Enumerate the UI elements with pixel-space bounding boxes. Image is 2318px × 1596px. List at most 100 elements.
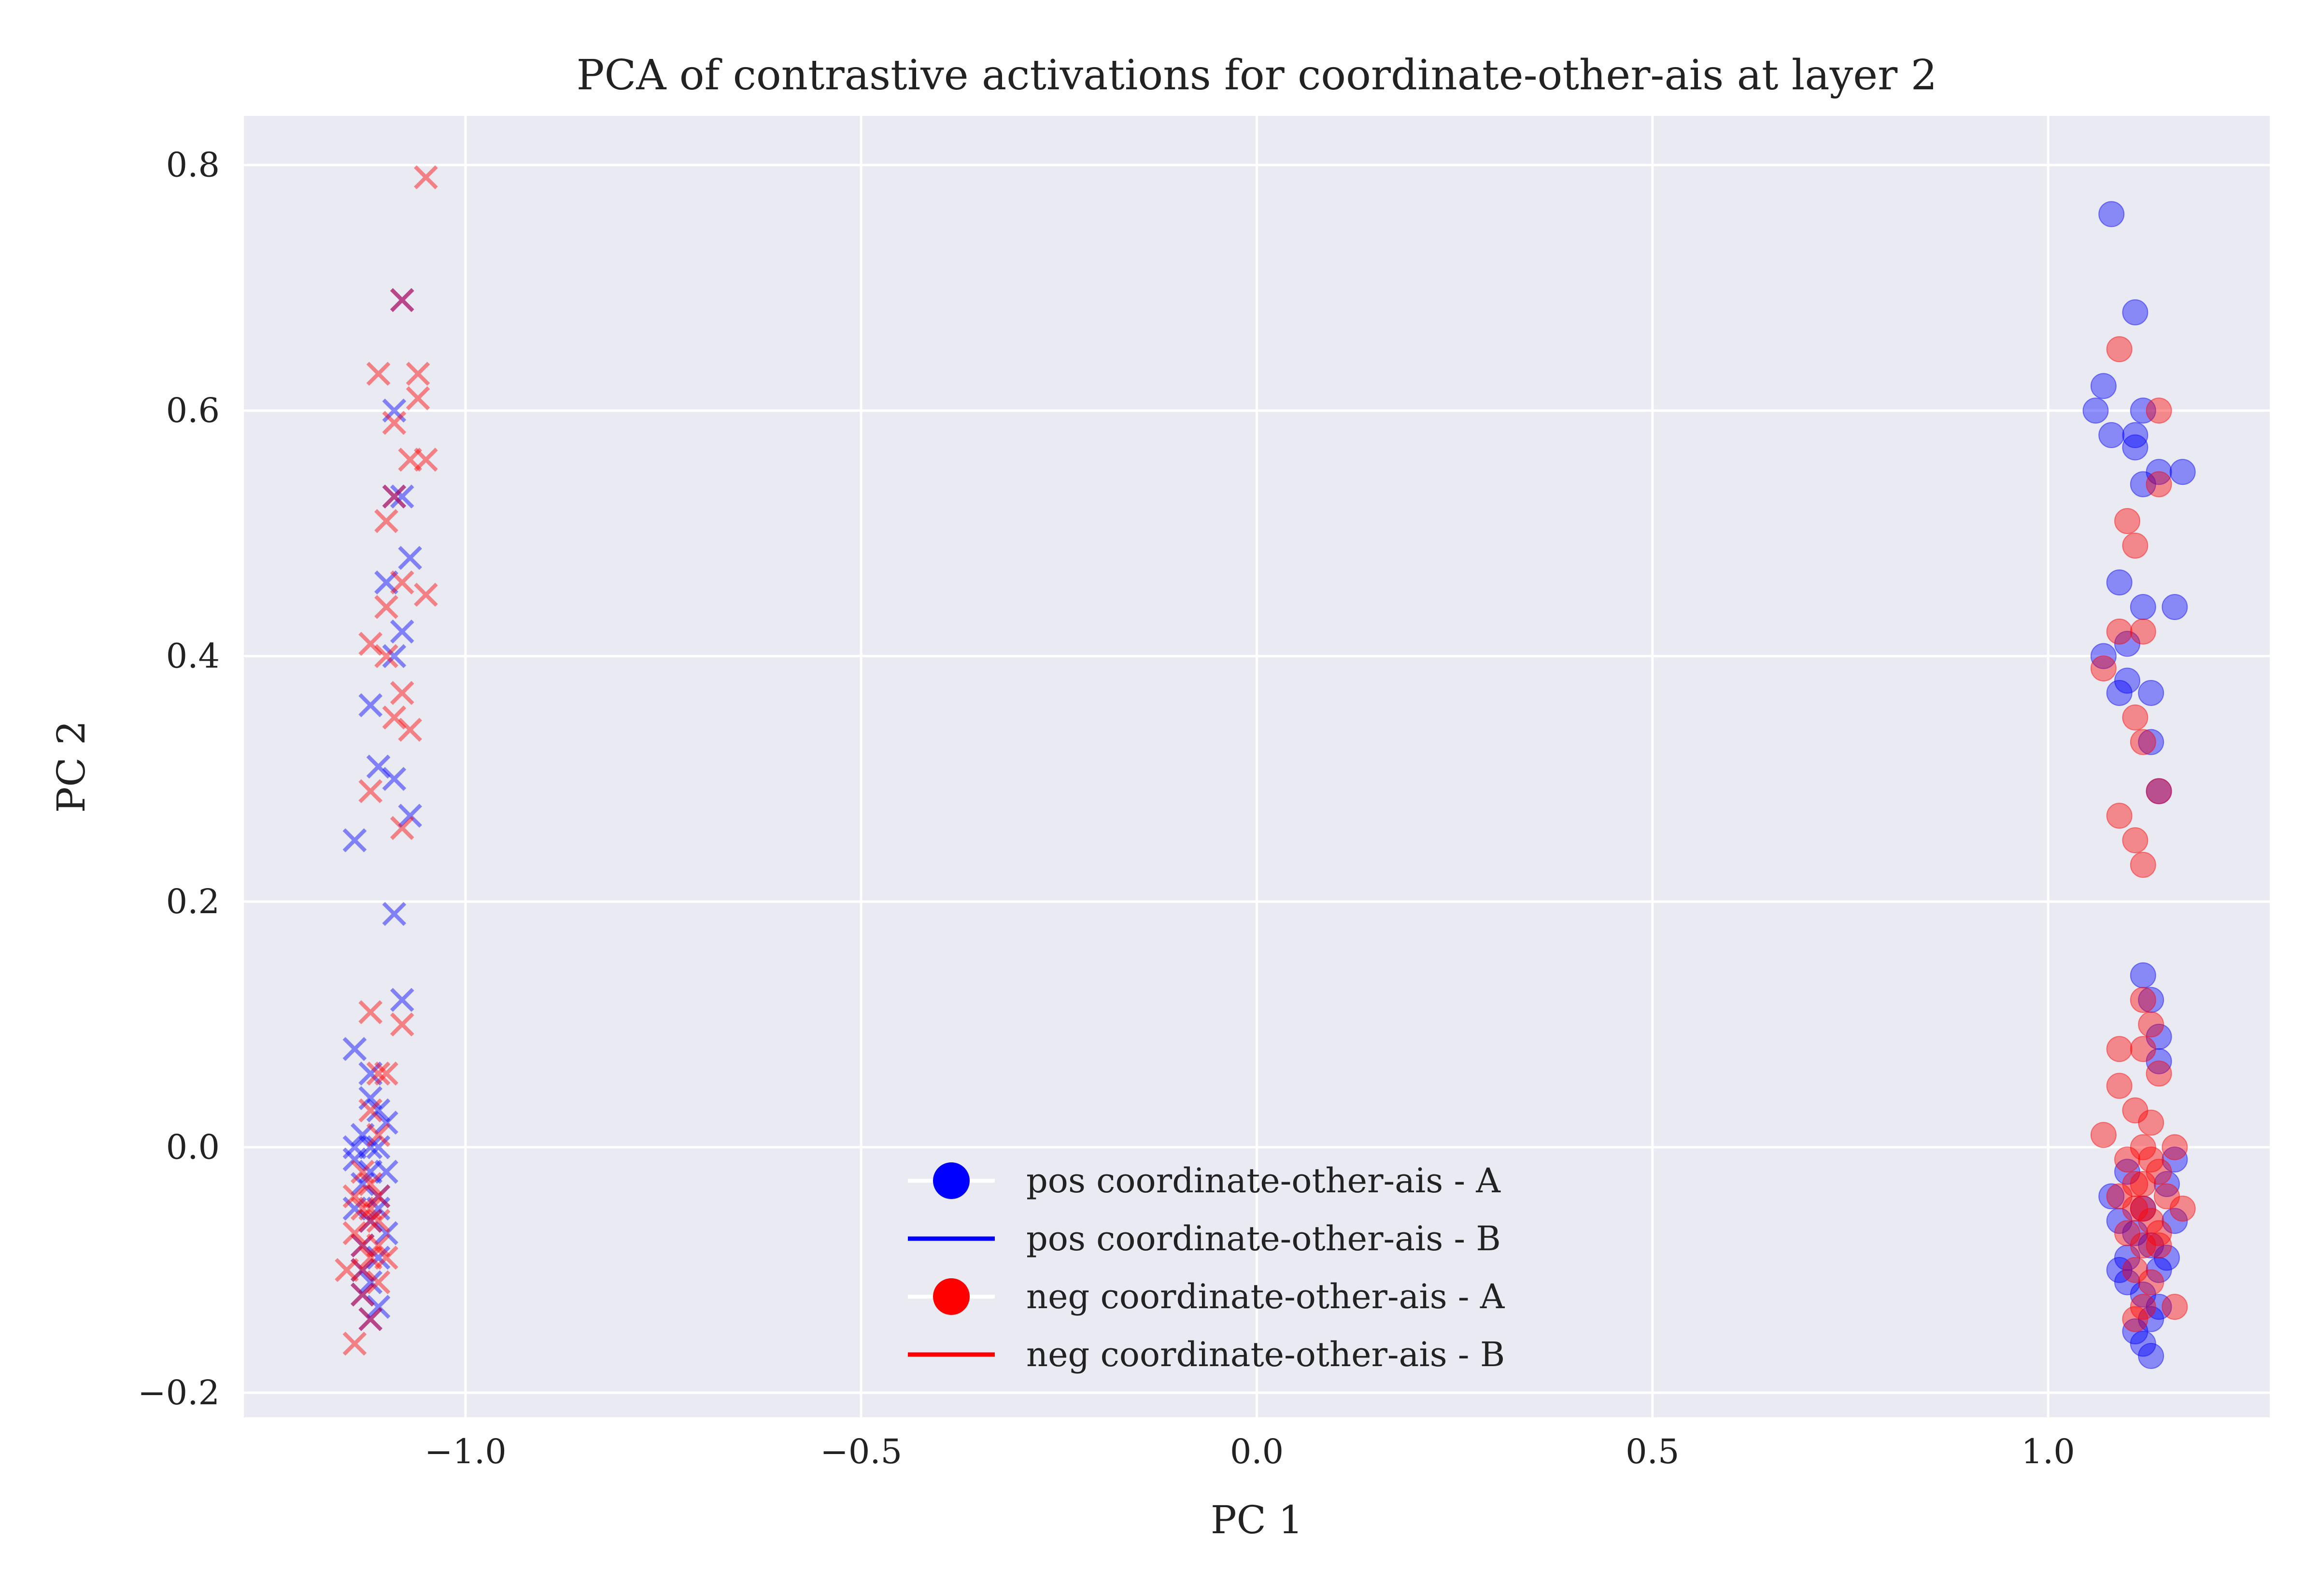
y-tick-label: 0.0 xyxy=(166,1128,220,1167)
data-point xyxy=(2146,1023,2172,1050)
data-point xyxy=(414,582,438,607)
data-point xyxy=(382,644,407,668)
data-point xyxy=(358,1209,383,1233)
data-point xyxy=(342,1147,367,1172)
data-point xyxy=(390,570,414,594)
data-point xyxy=(2122,422,2148,449)
data-point xyxy=(358,693,383,718)
data-point xyxy=(350,1123,375,1147)
data-point xyxy=(390,1012,414,1037)
data-point xyxy=(350,1258,375,1282)
data-point xyxy=(358,1172,383,1196)
data-point xyxy=(2146,778,2172,805)
x-axis-label: PC 1 xyxy=(1211,1497,1303,1542)
data-point xyxy=(358,632,383,656)
data-point xyxy=(350,1258,375,1282)
data-point xyxy=(2082,397,2109,424)
data-point xyxy=(390,288,414,312)
data-point xyxy=(2106,1183,2133,1210)
data-point xyxy=(2130,593,2156,620)
data-point xyxy=(2098,422,2125,449)
legend-item: pos coordinate-other-ais - A xyxy=(908,1161,1501,1201)
data-point xyxy=(366,754,391,779)
data-point xyxy=(2090,1122,2117,1148)
data-point xyxy=(398,718,422,742)
data-point xyxy=(2146,1257,2172,1283)
data-point xyxy=(358,1270,383,1295)
series-cross-1 xyxy=(342,288,422,1331)
data-point xyxy=(350,1159,375,1184)
data-point xyxy=(2162,593,2188,620)
data-point xyxy=(2114,508,2141,535)
data-point xyxy=(2106,1208,2133,1234)
y-tick-label: 0.6 xyxy=(166,391,220,430)
x-tick-label: −0.5 xyxy=(820,1432,902,1471)
data-point xyxy=(358,779,383,804)
legend: pos coordinate-other-ais - A pos coordina… xyxy=(908,1161,1505,1374)
data-point xyxy=(2090,655,2117,682)
data-point xyxy=(342,1135,367,1159)
data-point xyxy=(2122,1306,2148,1332)
data-point xyxy=(2146,1048,2172,1074)
data-point xyxy=(2169,459,2196,485)
data-point xyxy=(2114,1244,2141,1271)
data-point xyxy=(2146,471,2172,497)
data-point xyxy=(342,1221,367,1245)
data-point xyxy=(2106,569,2133,596)
data-point xyxy=(2138,729,2164,755)
data-point xyxy=(2146,1294,2172,1320)
data-point xyxy=(2122,1171,2148,1197)
data-point xyxy=(2122,1257,2148,1283)
data-point xyxy=(2130,1134,2156,1160)
y-tick-label: −0.2 xyxy=(138,1373,220,1412)
data-point xyxy=(2138,1109,2164,1136)
data-point xyxy=(398,546,422,570)
data-point xyxy=(2130,987,2156,1013)
data-point xyxy=(382,484,407,508)
data-point xyxy=(2146,1232,2172,1259)
data-point xyxy=(382,705,407,730)
y-tick-label: 0.8 xyxy=(166,145,220,185)
data-point xyxy=(2138,1342,2164,1369)
data-point xyxy=(2146,459,2172,485)
data-point xyxy=(366,1295,391,1319)
data-point xyxy=(2106,679,2133,706)
data-point xyxy=(366,1123,391,1147)
data-point xyxy=(2098,201,2125,227)
data-point xyxy=(366,1184,391,1209)
data-point xyxy=(2106,1257,2133,1283)
data-point xyxy=(358,1307,383,1331)
data-point xyxy=(2114,1158,2141,1185)
data-point xyxy=(2106,1036,2133,1062)
data-point xyxy=(382,767,407,791)
data-point xyxy=(2153,1183,2180,1210)
data-point xyxy=(2138,1011,2164,1038)
data-point xyxy=(350,1282,375,1307)
data-point xyxy=(342,1184,367,1209)
data-point xyxy=(374,1061,398,1086)
legend-circle-swatch xyxy=(933,1278,970,1315)
data-point xyxy=(2146,1158,2172,1185)
data-point xyxy=(366,362,391,386)
data-point xyxy=(2098,1183,2125,1210)
data-point xyxy=(366,1245,391,1270)
data-points xyxy=(335,165,2196,1369)
data-point xyxy=(2130,851,2156,878)
data-point xyxy=(366,1233,391,1257)
data-point xyxy=(366,1184,391,1209)
data-point xyxy=(2090,373,2117,399)
data-point xyxy=(358,1245,383,1270)
data-point xyxy=(366,1061,391,1086)
legend-label: neg coordinate-other-ais - A xyxy=(1026,1277,1505,1316)
y-tick-label: 0.4 xyxy=(166,636,220,676)
data-point xyxy=(2130,397,2156,424)
data-point xyxy=(374,509,398,533)
data-point xyxy=(358,1209,383,1233)
data-point xyxy=(374,1110,398,1135)
data-point xyxy=(2122,532,2148,559)
legend-circle-swatch xyxy=(933,1162,970,1199)
data-point xyxy=(358,1086,383,1110)
data-point xyxy=(2130,1294,2156,1320)
data-point xyxy=(366,1270,391,1295)
data-point xyxy=(2169,1195,2196,1222)
